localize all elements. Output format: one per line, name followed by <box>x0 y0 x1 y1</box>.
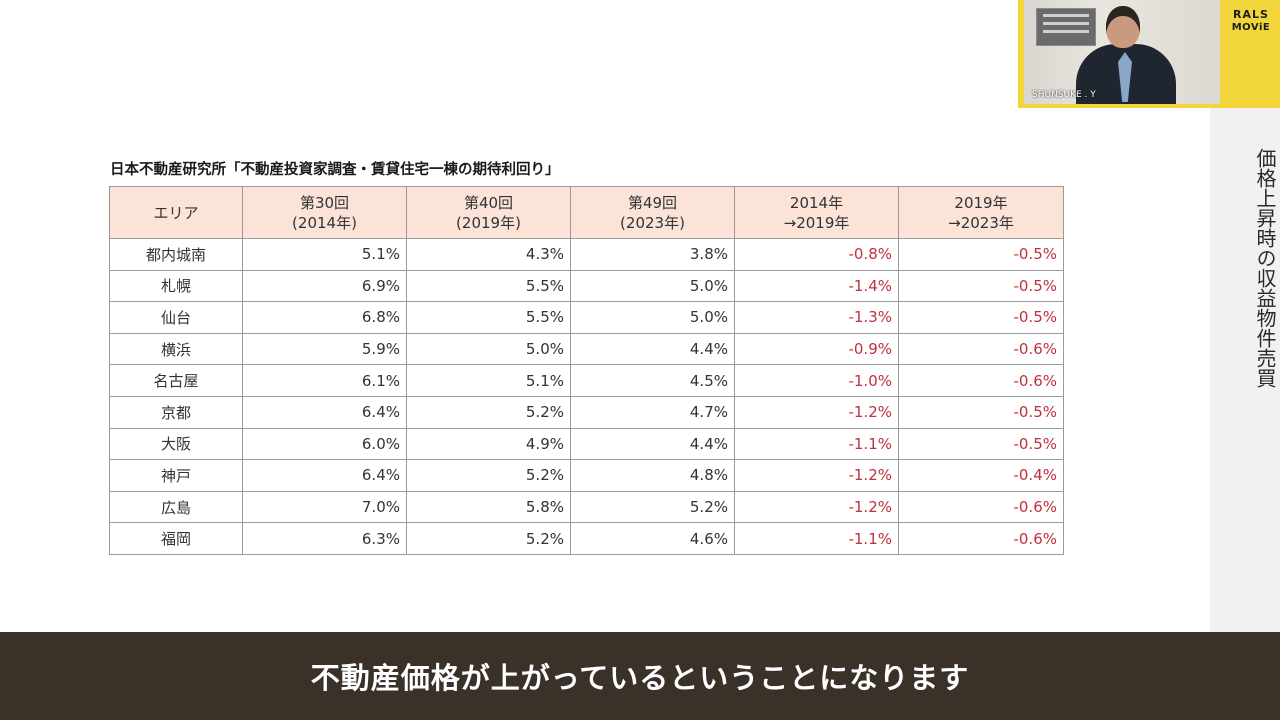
change-2014-2019-cell: -1.2% <box>734 395 899 429</box>
change-2014-2019-cell: -1.2% <box>734 490 899 524</box>
area-cell: 都内城南 <box>109 238 243 271</box>
header-2019: 第40回 (2019年) <box>406 186 571 239</box>
yield-2019-cell: 5.2% <box>406 395 571 429</box>
yield-2023-cell: 3.8% <box>570 238 735 271</box>
area-cell: 札幌 <box>109 269 243 303</box>
table-title: 日本不動産研究所「不動産投資家調査・賃貸住宅一棟の期待利回り」 <box>110 162 560 178</box>
area-cell: 広島 <box>109 490 243 524</box>
change-2019-2023-cell: -0.5% <box>898 301 1064 334</box>
change-2014-2019-cell: -1.3% <box>734 301 899 334</box>
area-cell: 大阪 <box>109 427 243 461</box>
side-panel: 価格上昇時の収益物件売買 <box>1210 108 1280 632</box>
table-row: 福岡 6.3% 5.2% 4.6% -1.1% -0.6% <box>109 522 1064 555</box>
area-cell: 仙台 <box>109 301 243 334</box>
area-cell: 福岡 <box>109 522 243 555</box>
speaker-video: SHUNSUKE . Y <box>1024 0 1220 104</box>
yield-2014-cell: 6.9% <box>242 269 407 303</box>
yield-2023-cell: 5.0% <box>570 269 735 303</box>
yield-2014-cell: 6.4% <box>242 459 407 492</box>
speaker-name-tag: SHUNSUKE . Y <box>1032 90 1096 100</box>
yield-2019-cell: 5.5% <box>406 301 571 334</box>
change-2014-2019-cell: -0.9% <box>734 332 899 366</box>
header-2014: 第30回 (2014年) <box>242 186 407 239</box>
change-2019-2023-cell: -0.6% <box>898 490 1064 524</box>
yield-2014-cell: 5.1% <box>242 238 407 271</box>
table-row: 大阪 6.0% 4.9% 4.4% -1.1% -0.5% <box>109 427 1064 461</box>
yield-2014-cell: 6.1% <box>242 364 407 397</box>
change-2019-2023-cell: -0.6% <box>898 332 1064 366</box>
subtitle-text: 不動産価格が上がっているということになります <box>310 661 970 695</box>
logo-line-1: RALS <box>1233 8 1269 21</box>
yield-2014-cell: 6.3% <box>242 522 407 555</box>
change-2019-2023-cell: -0.6% <box>898 364 1064 397</box>
yield-2014-cell: 6.4% <box>242 395 407 429</box>
change-2014-2019-cell: -0.8% <box>734 238 899 271</box>
yield-2014-cell: 5.9% <box>242 332 407 366</box>
change-2014-2019-cell: -1.1% <box>734 427 899 461</box>
table-row: 広島 7.0% 5.8% 5.2% -1.2% -0.6% <box>109 490 1064 524</box>
nameplate-sign-image <box>1036 8 1096 46</box>
slide: 日本不動産研究所「不動産投資家調査・賃貸住宅一棟の期待利回り」 エリア 第30回… <box>109 162 1064 555</box>
yield-2023-cell: 4.4% <box>570 427 735 461</box>
change-2019-2023-cell: -0.5% <box>898 427 1064 461</box>
table-row: 都内城南 5.1% 4.3% 3.8% -0.8% -0.5% <box>109 238 1064 271</box>
yield-2014-cell: 6.8% <box>242 301 407 334</box>
yield-2014-cell: 6.0% <box>242 427 407 461</box>
table-row: 名古屋 6.1% 5.1% 4.5% -1.0% -0.6% <box>109 364 1064 397</box>
logo-line-2: MOViE <box>1231 22 1271 33</box>
yield-2023-cell: 4.8% <box>570 459 735 492</box>
change-2014-2019-cell: -1.0% <box>734 364 899 397</box>
yield-2023-cell: 4.7% <box>570 395 735 429</box>
table-header-row: エリア 第30回 (2014年) 第40回 (2019年) 第49回 (2023… <box>109 186 1064 239</box>
change-2014-2019-cell: -1.2% <box>734 459 899 492</box>
yield-2023-cell: 4.6% <box>570 522 735 555</box>
yield-2019-cell: 5.8% <box>406 490 571 524</box>
change-2019-2023-cell: -0.5% <box>898 395 1064 429</box>
speaker-head-image <box>1106 6 1140 48</box>
yield-2019-cell: 4.9% <box>406 427 571 461</box>
rals-movie-logo: RALS MOViE <box>1222 8 1280 34</box>
yield-2023-cell: 5.2% <box>570 490 735 524</box>
header-change-2019-2023: 2019年 →2023年 <box>898 186 1064 239</box>
table-row: 京都 6.4% 5.2% 4.7% -1.2% -0.5% <box>109 395 1064 429</box>
yield-2014-cell: 7.0% <box>242 490 407 524</box>
change-2019-2023-cell: -0.5% <box>898 269 1064 303</box>
yield-2023-cell: 5.0% <box>570 301 735 334</box>
yield-2019-cell: 5.2% <box>406 459 571 492</box>
header-2023: 第49回 (2023年) <box>570 186 735 239</box>
table-row: 横浜 5.9% 5.0% 4.4% -0.9% -0.6% <box>109 332 1064 366</box>
table-row: 仙台 6.8% 5.5% 5.0% -1.3% -0.5% <box>109 301 1064 334</box>
area-cell: 横浜 <box>109 332 243 366</box>
table-row: 神戸 6.4% 5.2% 4.8% -1.2% -0.4% <box>109 459 1064 492</box>
table-row: 札幌 6.9% 5.5% 5.0% -1.4% -0.5% <box>109 269 1064 303</box>
yield-table: エリア 第30回 (2014年) 第40回 (2019年) 第49回 (2023… <box>109 186 1064 555</box>
change-2014-2019-cell: -1.1% <box>734 522 899 555</box>
yield-2019-cell: 4.3% <box>406 238 571 271</box>
change-2014-2019-cell: -1.4% <box>734 269 899 303</box>
change-2019-2023-cell: -0.5% <box>898 238 1064 271</box>
area-cell: 神戸 <box>109 459 243 492</box>
speaker-tie-image <box>1118 52 1132 102</box>
yield-2023-cell: 4.5% <box>570 364 735 397</box>
yield-2019-cell: 5.1% <box>406 364 571 397</box>
speaker-video-overlay: SHUNSUKE . Y RALS MOViE <box>1018 0 1280 108</box>
yield-2019-cell: 5.2% <box>406 522 571 555</box>
area-cell: 京都 <box>109 395 243 429</box>
header-change-2014-2019: 2014年 →2019年 <box>734 186 899 239</box>
change-2019-2023-cell: -0.4% <box>898 459 1064 492</box>
area-cell: 名古屋 <box>109 364 243 397</box>
subtitle-bar: 不動産価格が上がっているということになります <box>0 632 1280 720</box>
header-area: エリア <box>109 186 243 239</box>
yield-2019-cell: 5.0% <box>406 332 571 366</box>
yield-2023-cell: 4.4% <box>570 332 735 366</box>
yield-2019-cell: 5.5% <box>406 269 571 303</box>
change-2019-2023-cell: -0.6% <box>898 522 1064 555</box>
vertical-slide-title: 価格上昇時の収益物件売買 <box>1253 148 1277 388</box>
